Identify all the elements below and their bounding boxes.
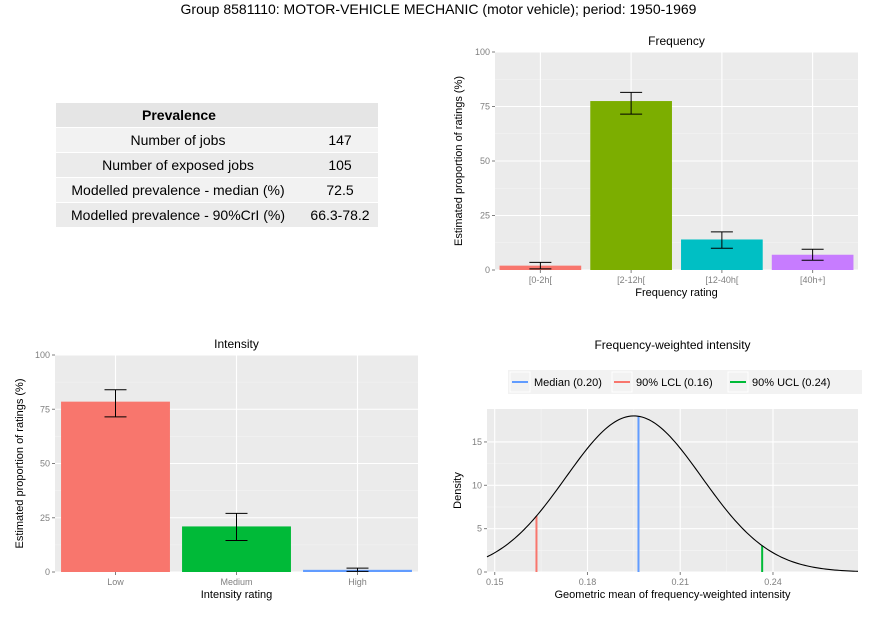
x-tick-label: High (348, 577, 367, 587)
x-tick-label: [2-12h[ (617, 275, 646, 285)
main-title: Group 8581110: MOTOR-VEHICLE MECHANIC (m… (180, 1, 697, 17)
y-tick-label: 75 (480, 102, 490, 112)
bar (61, 401, 170, 572)
y-tick-label: 75 (40, 404, 50, 414)
y-tick-label: 0 (45, 567, 50, 577)
table-row: Modelled prevalence - 90%CrI (%) 66.3-78… (56, 202, 378, 227)
table-row: Number of jobs 147 (56, 127, 378, 152)
x-axis-label: Frequency rating (635, 287, 718, 299)
x-tick-label: 0.18 (579, 577, 597, 587)
row-label: Number of jobs (56, 127, 302, 152)
legend: Median (0.20) 90% LCL (0.16) 90% UCL (0.24… (508, 370, 862, 394)
chart-title: Frequency-weighted intensity (594, 338, 750, 352)
prevalence-table: Prevalence Number of jobs 147 Number of … (56, 103, 378, 227)
y-tick-label: 5 (477, 524, 482, 534)
table-row: Number of exposed jobs 105 (56, 152, 378, 177)
x-axis-label: Geometric mean of frequency-weighted int… (554, 589, 791, 601)
x-tick-label: [40h+] (800, 275, 825, 285)
x-tick-label: [12-40h[ (705, 275, 739, 285)
x-tick-label: 0.21 (671, 577, 689, 587)
density-curve (486, 415, 859, 572)
chart-title: Frequency (648, 34, 705, 48)
y-axis-label: Estimated proportion of ratings (%) (453, 76, 465, 246)
x-tick-label: Low (107, 577, 124, 587)
x-tick-label: Medium (220, 577, 252, 587)
plot-panel (487, 409, 858, 572)
legend-box (508, 370, 862, 394)
row-value: 72.5 (302, 177, 378, 202)
chart-title: Intensity (214, 337, 259, 351)
x-axis-label: Intensity rating (201, 589, 273, 601)
row-label: Modelled prevalence - median (%) (56, 177, 302, 202)
legend-label: 90% UCL (0.24) (752, 377, 830, 389)
row-label: Modelled prevalence - 90%CrI (%) (56, 202, 302, 227)
x-tick-label: 0.24 (764, 577, 782, 587)
y-tick-label: 25 (480, 211, 490, 221)
frequency-chart: 0 25 50 75 100 [0-2h[ [2-12h[ [12-40h[ [40h+] Fre… (453, 34, 858, 299)
y-axis-label: Estimated proportion of ratings (%) (14, 379, 26, 549)
frequency-weighted-intensity-chart: Frequency-weighted intensity Median (0.20… (452, 338, 862, 601)
x-tick-label: [0-2h[ (529, 275, 553, 285)
prevalence-header-blank (302, 103, 378, 127)
bar (771, 254, 854, 270)
y-tick-label: 50 (480, 156, 490, 166)
x-tick-label: 0.15 (486, 577, 504, 587)
y-tick-label: 15 (472, 437, 482, 447)
row-value: 66.3-78.2 (302, 202, 378, 227)
y-tick-label: 25 (40, 513, 50, 523)
bar (590, 101, 672, 270)
y-tick-label: 50 (40, 459, 50, 469)
y-tick-label: 100 (475, 47, 490, 57)
y-tick-label: 0 (485, 265, 490, 275)
row-value: 147 (302, 127, 378, 152)
y-tick-label: 100 (35, 350, 50, 360)
legend-label: Median (0.20) (534, 377, 602, 389)
legend-label: 90% LCL (0.16) (636, 377, 713, 389)
y-tick-label: 0 (477, 567, 482, 577)
y-axis-label: Density (452, 472, 464, 509)
prevalence-header: Prevalence (56, 103, 302, 127)
row-value: 105 (302, 152, 378, 177)
table-row: Modelled prevalence - median (%) 72.5 (56, 177, 378, 202)
y-tick-label: 10 (472, 480, 482, 490)
intensity-chart: 0 25 50 75 100 Low Medium High Intensity Intensit… (14, 337, 418, 601)
row-label: Number of exposed jobs (56, 152, 302, 177)
